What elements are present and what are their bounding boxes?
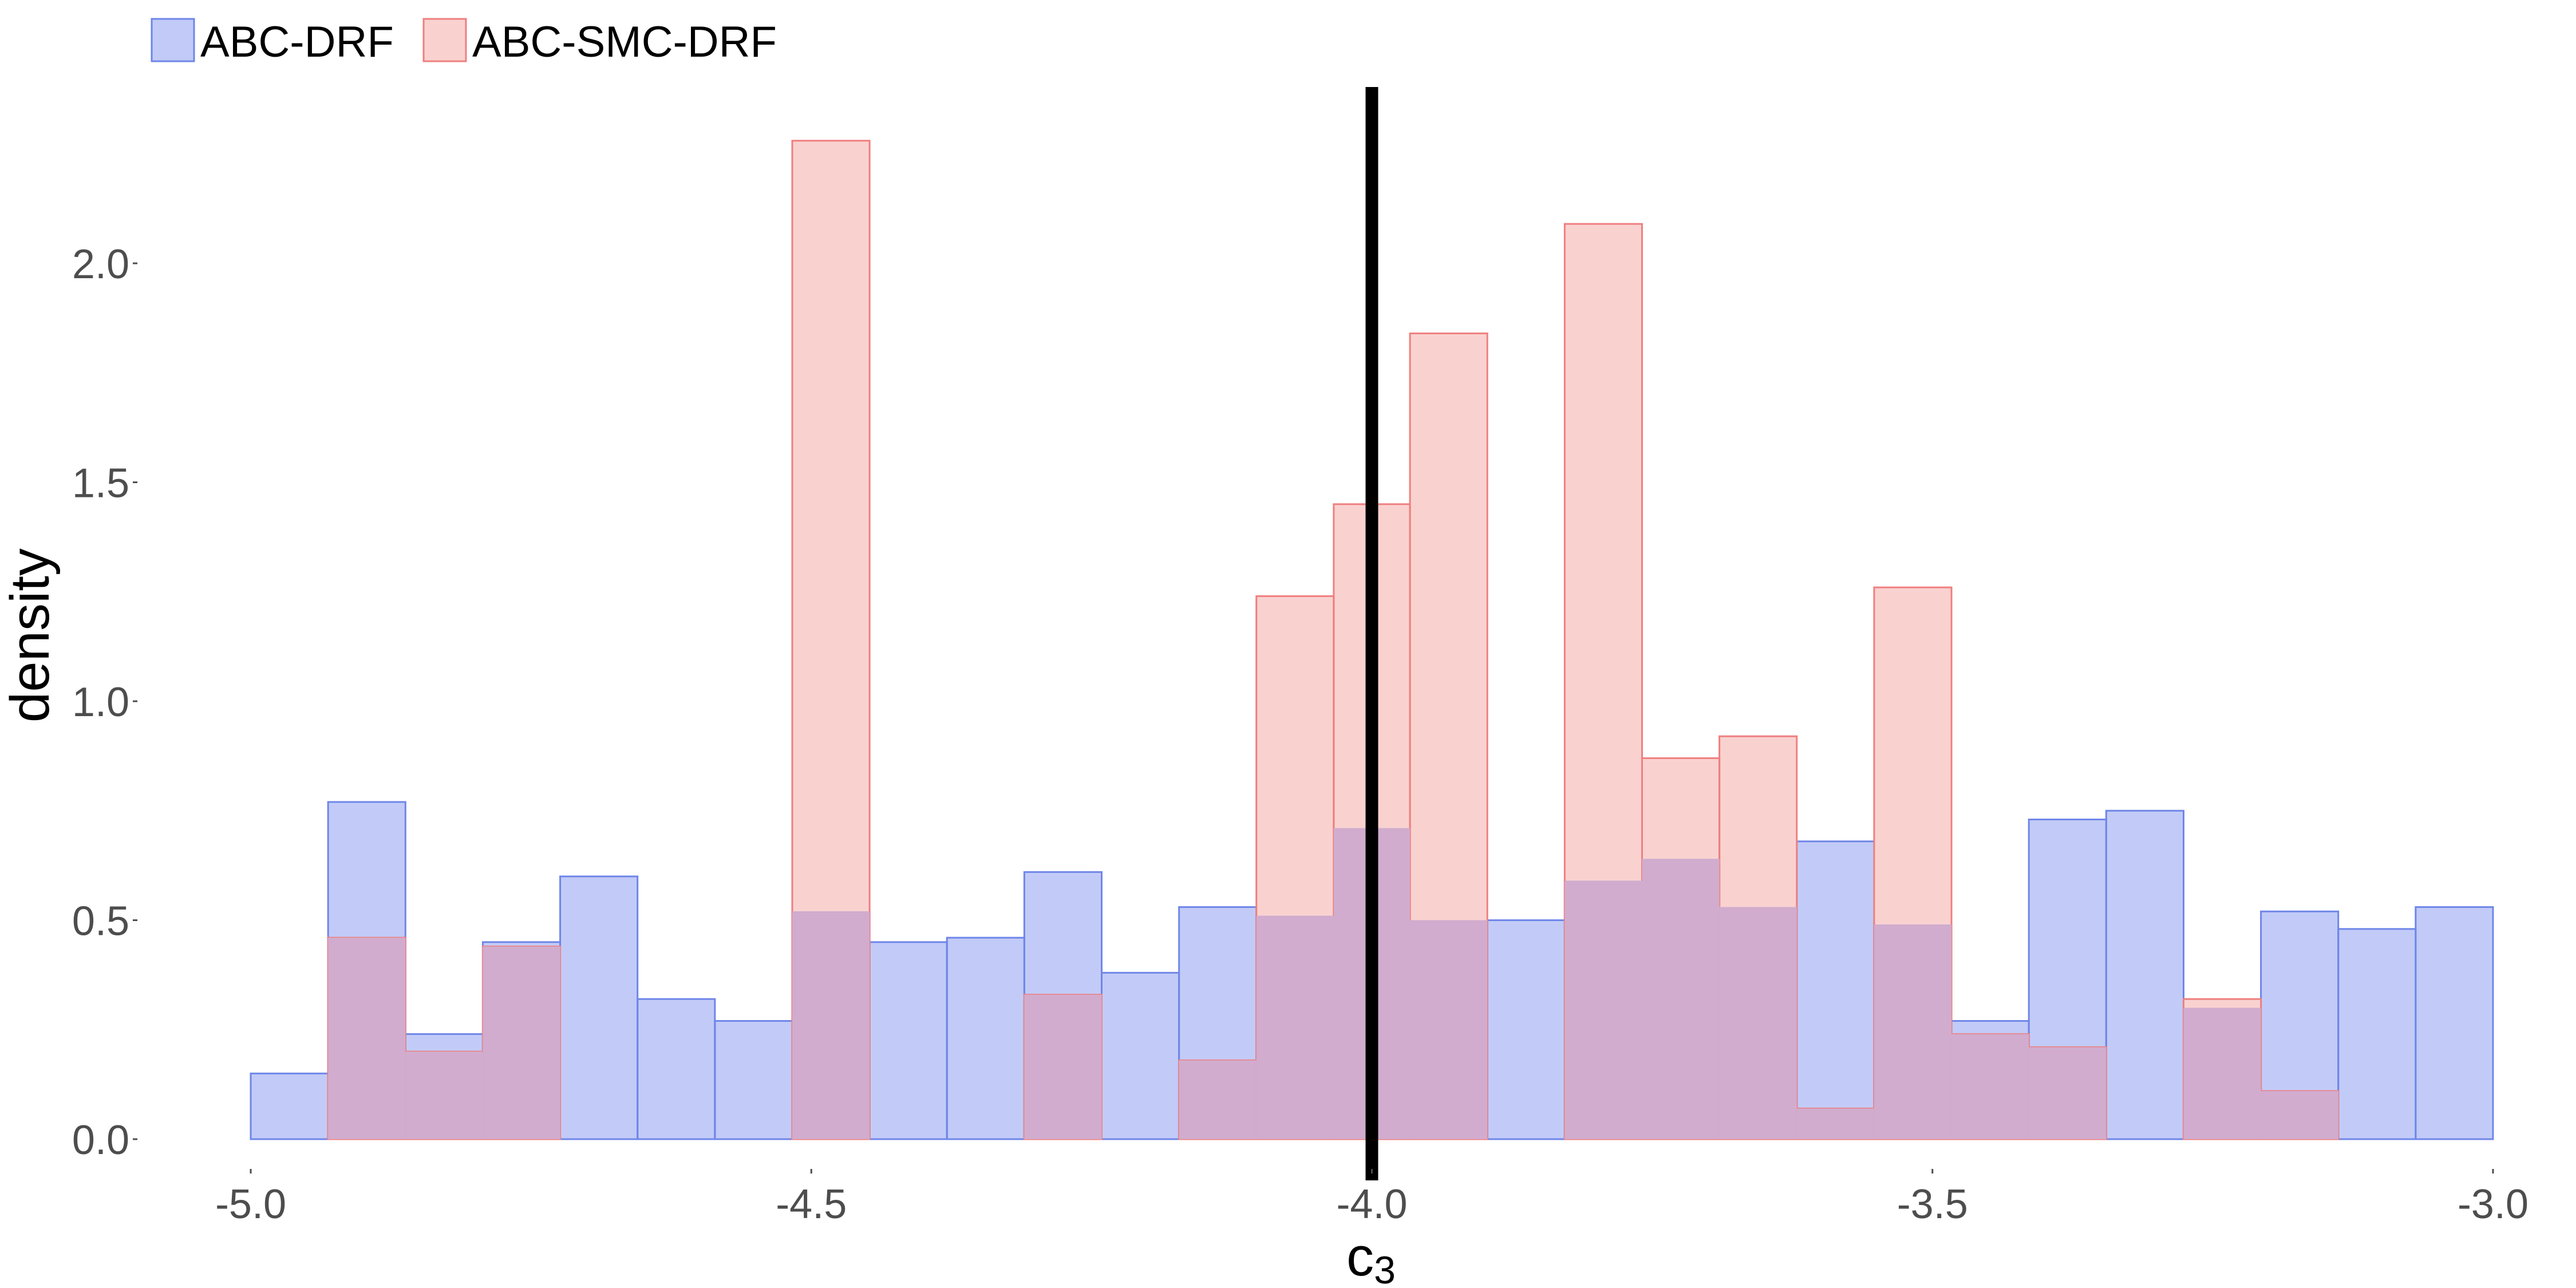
legend: ABC-DRF ABC-SMC-DRF (151, 18, 777, 66)
abc-drf-bar (2105, 809, 2184, 1140)
overlap-bar-fill (1951, 1034, 2029, 1139)
x-tick-label: -5.0 (215, 1182, 286, 1227)
abc-drf-bar-fill (947, 938, 1025, 1139)
overlap-bar-fill (1796, 1108, 1874, 1139)
abc-drf-bar-fill (1951, 1021, 2029, 1034)
overlap-bar-fill (1410, 920, 1488, 1139)
abc-drf-bar-fill (1024, 872, 1102, 995)
y-tick-label: 2.0 (72, 242, 129, 287)
x-axis-title: c3 (1346, 1226, 1396, 1288)
overlap-bar-fill (1642, 859, 1720, 1139)
abc-smc-drf-bar-fill (792, 140, 870, 912)
abc-drf-bar-fill (2261, 911, 2338, 1091)
abc-smc-drf-bars (327, 140, 2340, 1140)
abc-drf-bar (2415, 906, 2494, 1140)
overlap-bar-fill (1024, 994, 1102, 1139)
x-axis-title-subscript: 3 (1374, 1249, 1396, 1288)
abc-smc-drf-bar-fill (2183, 999, 2261, 1008)
abc-drf-bar-fill (560, 876, 638, 1139)
overlap-bar-fill (2261, 1091, 2338, 1139)
overlap-bar-fill (2029, 1047, 2107, 1139)
x-tick-label: -4.0 (1336, 1182, 1407, 1227)
abc-drf-bar-fill (2415, 907, 2493, 1139)
overlap-bar-fill (1564, 880, 1642, 1139)
abc-drf-bar-fill (2338, 929, 2416, 1139)
overlap-bar-fill (2183, 1008, 2261, 1139)
abc-drf-bar-fill (870, 942, 947, 1139)
abc-drf-bar-fill (1101, 973, 1179, 1139)
overlap-bar-fill (328, 938, 406, 1139)
x-axis-title-main: c (1346, 1226, 1374, 1287)
x-tick-label: -3.0 (2458, 1182, 2528, 1227)
abc-drf-bars (250, 801, 2494, 1140)
abc-drf-bar-fill (1487, 920, 1565, 1139)
y-tick-label: 0.5 (72, 899, 129, 945)
abc-drf-bar-fill (328, 801, 406, 938)
abc-smc-drf-bar-fill (1719, 736, 1797, 907)
legend-label-abc-drf: ABC-DRF (200, 18, 394, 66)
abc-smc-drf-bar-fill (1642, 758, 1720, 859)
abc-drf-bar-fill (2029, 819, 2107, 1048)
y-tick-label: 1.5 (72, 461, 129, 507)
overlap-bar-fill (1179, 1060, 1257, 1139)
abc-drf-bar-fill (483, 942, 560, 947)
overlap-bar-fill (405, 1052, 483, 1139)
overlap-bar-fill (483, 946, 560, 1139)
legend-swatch-abc-smc-drf (422, 18, 467, 62)
abc-drf-bar-fill (714, 1021, 792, 1139)
legend-label-abc-smc-drf: ABC-SMC-DRF (472, 18, 777, 66)
legend-swatch-abc-drf (151, 18, 195, 62)
abc-drf-bar-fill (1796, 841, 1874, 1109)
overlap-bar-fill (1874, 924, 1952, 1139)
overlap-bar-fill (1256, 915, 1334, 1139)
y-tick-label: 1.0 (72, 679, 129, 725)
y-axis-title: density (0, 548, 61, 722)
overlap-bar-fill (792, 911, 870, 1139)
abc-smc-drf-bar-fill (1410, 333, 1488, 920)
y-axis: 0.0 0.5 1.0 1.5 2.0 (72, 242, 137, 1163)
overlap-bar-fill (1719, 907, 1797, 1139)
abc-drf-bar-fill (405, 1034, 483, 1052)
abc-drf-bar-fill (637, 999, 715, 1139)
abc-drf-bar-fill (1179, 907, 1257, 1061)
abc-smc-drf-bar-fill (1874, 587, 1952, 925)
abc-drf-bar-fill (2106, 811, 2184, 1139)
abc-smc-drf-bar-fill (1256, 596, 1334, 916)
x-tick-label: -3.5 (1897, 1182, 1968, 1227)
x-tick-label: -4.5 (776, 1182, 847, 1227)
abc-smc-drf-bar-fill (1564, 224, 1642, 881)
overlap-bars (328, 828, 2338, 1139)
y-tick-label: 0.0 (72, 1117, 129, 1163)
x-axis: -5.0 -4.5 -4.0 -3.5 -3.0 (215, 1169, 2528, 1227)
abc-drf-bar-fill (251, 1073, 329, 1139)
